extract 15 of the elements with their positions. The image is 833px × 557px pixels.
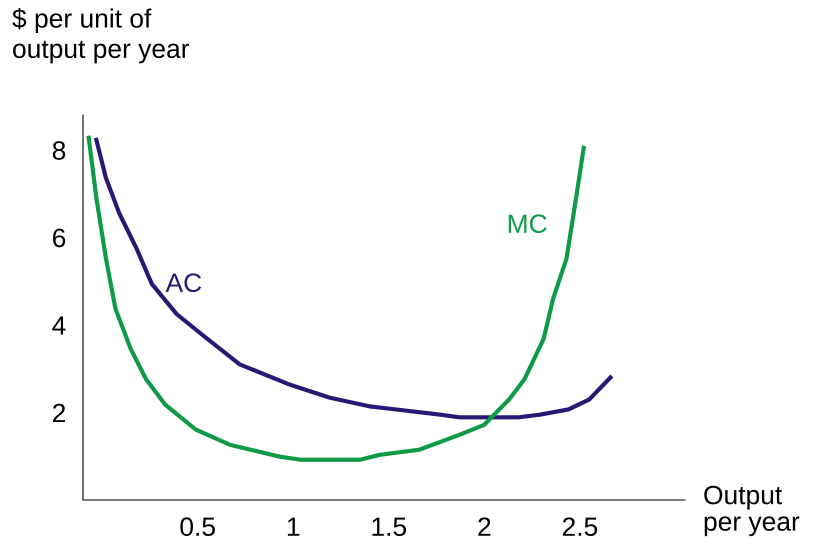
x-tick-label: 2.5 [562, 517, 598, 536]
x-tick-label: 1.5 [372, 518, 406, 536]
x-axis-title: Output per year [704, 486, 800, 536]
y-tick-label: 4 [52, 316, 66, 335]
series-label: MC [508, 214, 547, 234]
x-tick-label: 2 [478, 517, 490, 536]
y-tick-label: 2 [52, 404, 66, 422]
series-label: AC [166, 273, 202, 292]
y-tick-label: 8 [52, 141, 66, 160]
x-tick-label: 1 [288, 518, 300, 536]
y-tick-label: 6 [53, 228, 66, 248]
y-axis-title: $ per unit of output per year [12, 8, 190, 64]
line-series [86, 136, 586, 462]
x-tick-label: 0.5 [180, 517, 215, 536]
line-series [94, 138, 613, 420]
